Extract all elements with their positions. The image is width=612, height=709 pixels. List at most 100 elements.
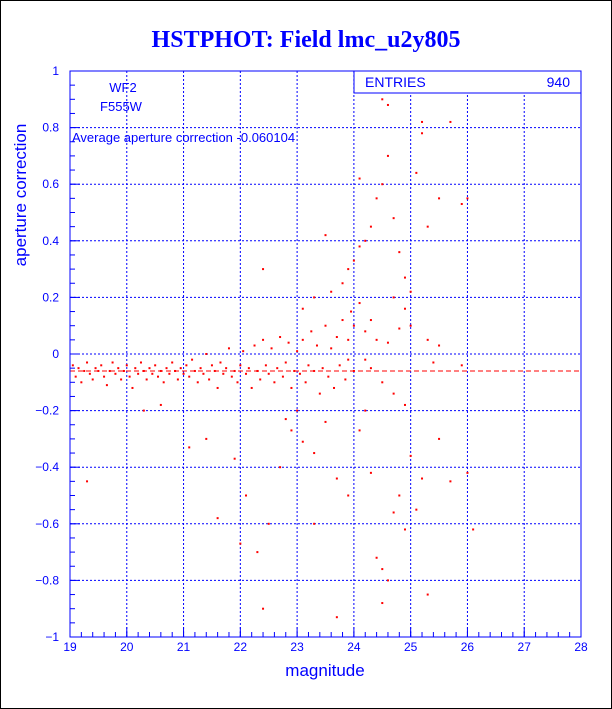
data-point xyxy=(279,336,282,339)
stats-label: ENTRIES xyxy=(365,74,426,90)
data-point xyxy=(449,120,452,123)
data-point xyxy=(386,341,389,344)
data-point xyxy=(347,338,350,341)
data-point xyxy=(122,369,125,372)
data-point xyxy=(267,522,270,525)
data-point xyxy=(403,403,406,406)
data-point xyxy=(117,367,120,370)
data-point xyxy=(466,197,469,200)
data-point xyxy=(381,602,384,605)
data-point xyxy=(375,338,378,341)
data-point xyxy=(193,369,196,372)
data-point xyxy=(392,296,395,299)
data-point xyxy=(313,522,316,525)
data-point xyxy=(219,361,222,364)
data-point xyxy=(94,367,97,370)
data-point xyxy=(421,120,424,123)
data-point xyxy=(352,324,355,327)
data-point xyxy=(304,381,307,384)
data-point xyxy=(358,302,361,305)
y-axis-label: aperture correction xyxy=(11,124,30,267)
data-point xyxy=(148,367,151,370)
data-point xyxy=(239,364,242,367)
data-point xyxy=(74,375,77,378)
data-point xyxy=(386,154,389,157)
data-point xyxy=(83,369,86,372)
data-point xyxy=(86,361,89,364)
data-point xyxy=(264,364,267,367)
data-point xyxy=(321,367,324,370)
data-point xyxy=(188,446,191,449)
data-point xyxy=(208,378,211,381)
data-point xyxy=(438,344,441,347)
data-point xyxy=(341,282,344,285)
data-point xyxy=(460,364,463,367)
data-point xyxy=(301,307,304,310)
data-point xyxy=(347,268,350,271)
data-point xyxy=(276,367,279,370)
data-point xyxy=(375,556,378,559)
data-point xyxy=(315,344,318,347)
data-point xyxy=(245,372,248,375)
data-point xyxy=(403,528,406,531)
data-point xyxy=(86,480,89,483)
data-point xyxy=(139,361,142,364)
data-point xyxy=(125,364,128,367)
data-point xyxy=(88,372,91,375)
data-point xyxy=(111,361,114,364)
data-point xyxy=(245,494,248,497)
data-point xyxy=(358,245,361,248)
data-point xyxy=(196,381,199,384)
data-point xyxy=(324,324,327,327)
data-point xyxy=(259,378,262,381)
data-point xyxy=(415,171,418,174)
data-point xyxy=(398,327,401,330)
data-point xyxy=(142,369,145,372)
data-point xyxy=(398,494,401,497)
data-point xyxy=(386,103,389,106)
data-point xyxy=(426,593,429,596)
data-point xyxy=(225,367,228,370)
data-point xyxy=(298,372,301,375)
data-point xyxy=(392,511,395,514)
average-annotation: Average aperture correction -0.060104 xyxy=(72,130,295,145)
y-tick-label: −0.8 xyxy=(35,573,59,587)
data-point xyxy=(262,607,265,610)
y-tick-label: −1 xyxy=(45,630,59,644)
data-point xyxy=(352,259,355,262)
data-point xyxy=(472,528,475,531)
data-point xyxy=(466,471,469,474)
data-point xyxy=(162,381,165,384)
stats-value: 940 xyxy=(547,74,571,90)
data-point xyxy=(77,367,80,370)
data-point xyxy=(313,296,316,299)
y-tick-label: 0.4 xyxy=(42,234,59,248)
data-point xyxy=(290,386,293,389)
data-point xyxy=(105,384,108,387)
data-point xyxy=(80,381,83,384)
data-point xyxy=(165,367,168,370)
filter-label: F555W xyxy=(100,99,143,114)
data-point xyxy=(449,480,452,483)
data-point xyxy=(279,466,282,469)
data-point xyxy=(134,367,137,370)
data-point xyxy=(205,437,208,440)
y-tick-label: −0.6 xyxy=(35,517,59,531)
data-point xyxy=(256,551,259,554)
data-point xyxy=(174,369,177,372)
data-point xyxy=(358,429,361,432)
data-point xyxy=(159,369,162,372)
data-point xyxy=(100,364,103,367)
data-point xyxy=(108,369,111,372)
data-point xyxy=(284,418,287,421)
axes xyxy=(69,70,582,638)
data-point xyxy=(426,338,429,341)
data-point xyxy=(409,454,412,457)
data-point xyxy=(364,239,367,242)
data-point xyxy=(392,217,395,220)
data-point xyxy=(157,375,160,378)
data-point xyxy=(202,372,205,375)
data-point xyxy=(352,369,355,372)
data-point xyxy=(369,471,372,474)
